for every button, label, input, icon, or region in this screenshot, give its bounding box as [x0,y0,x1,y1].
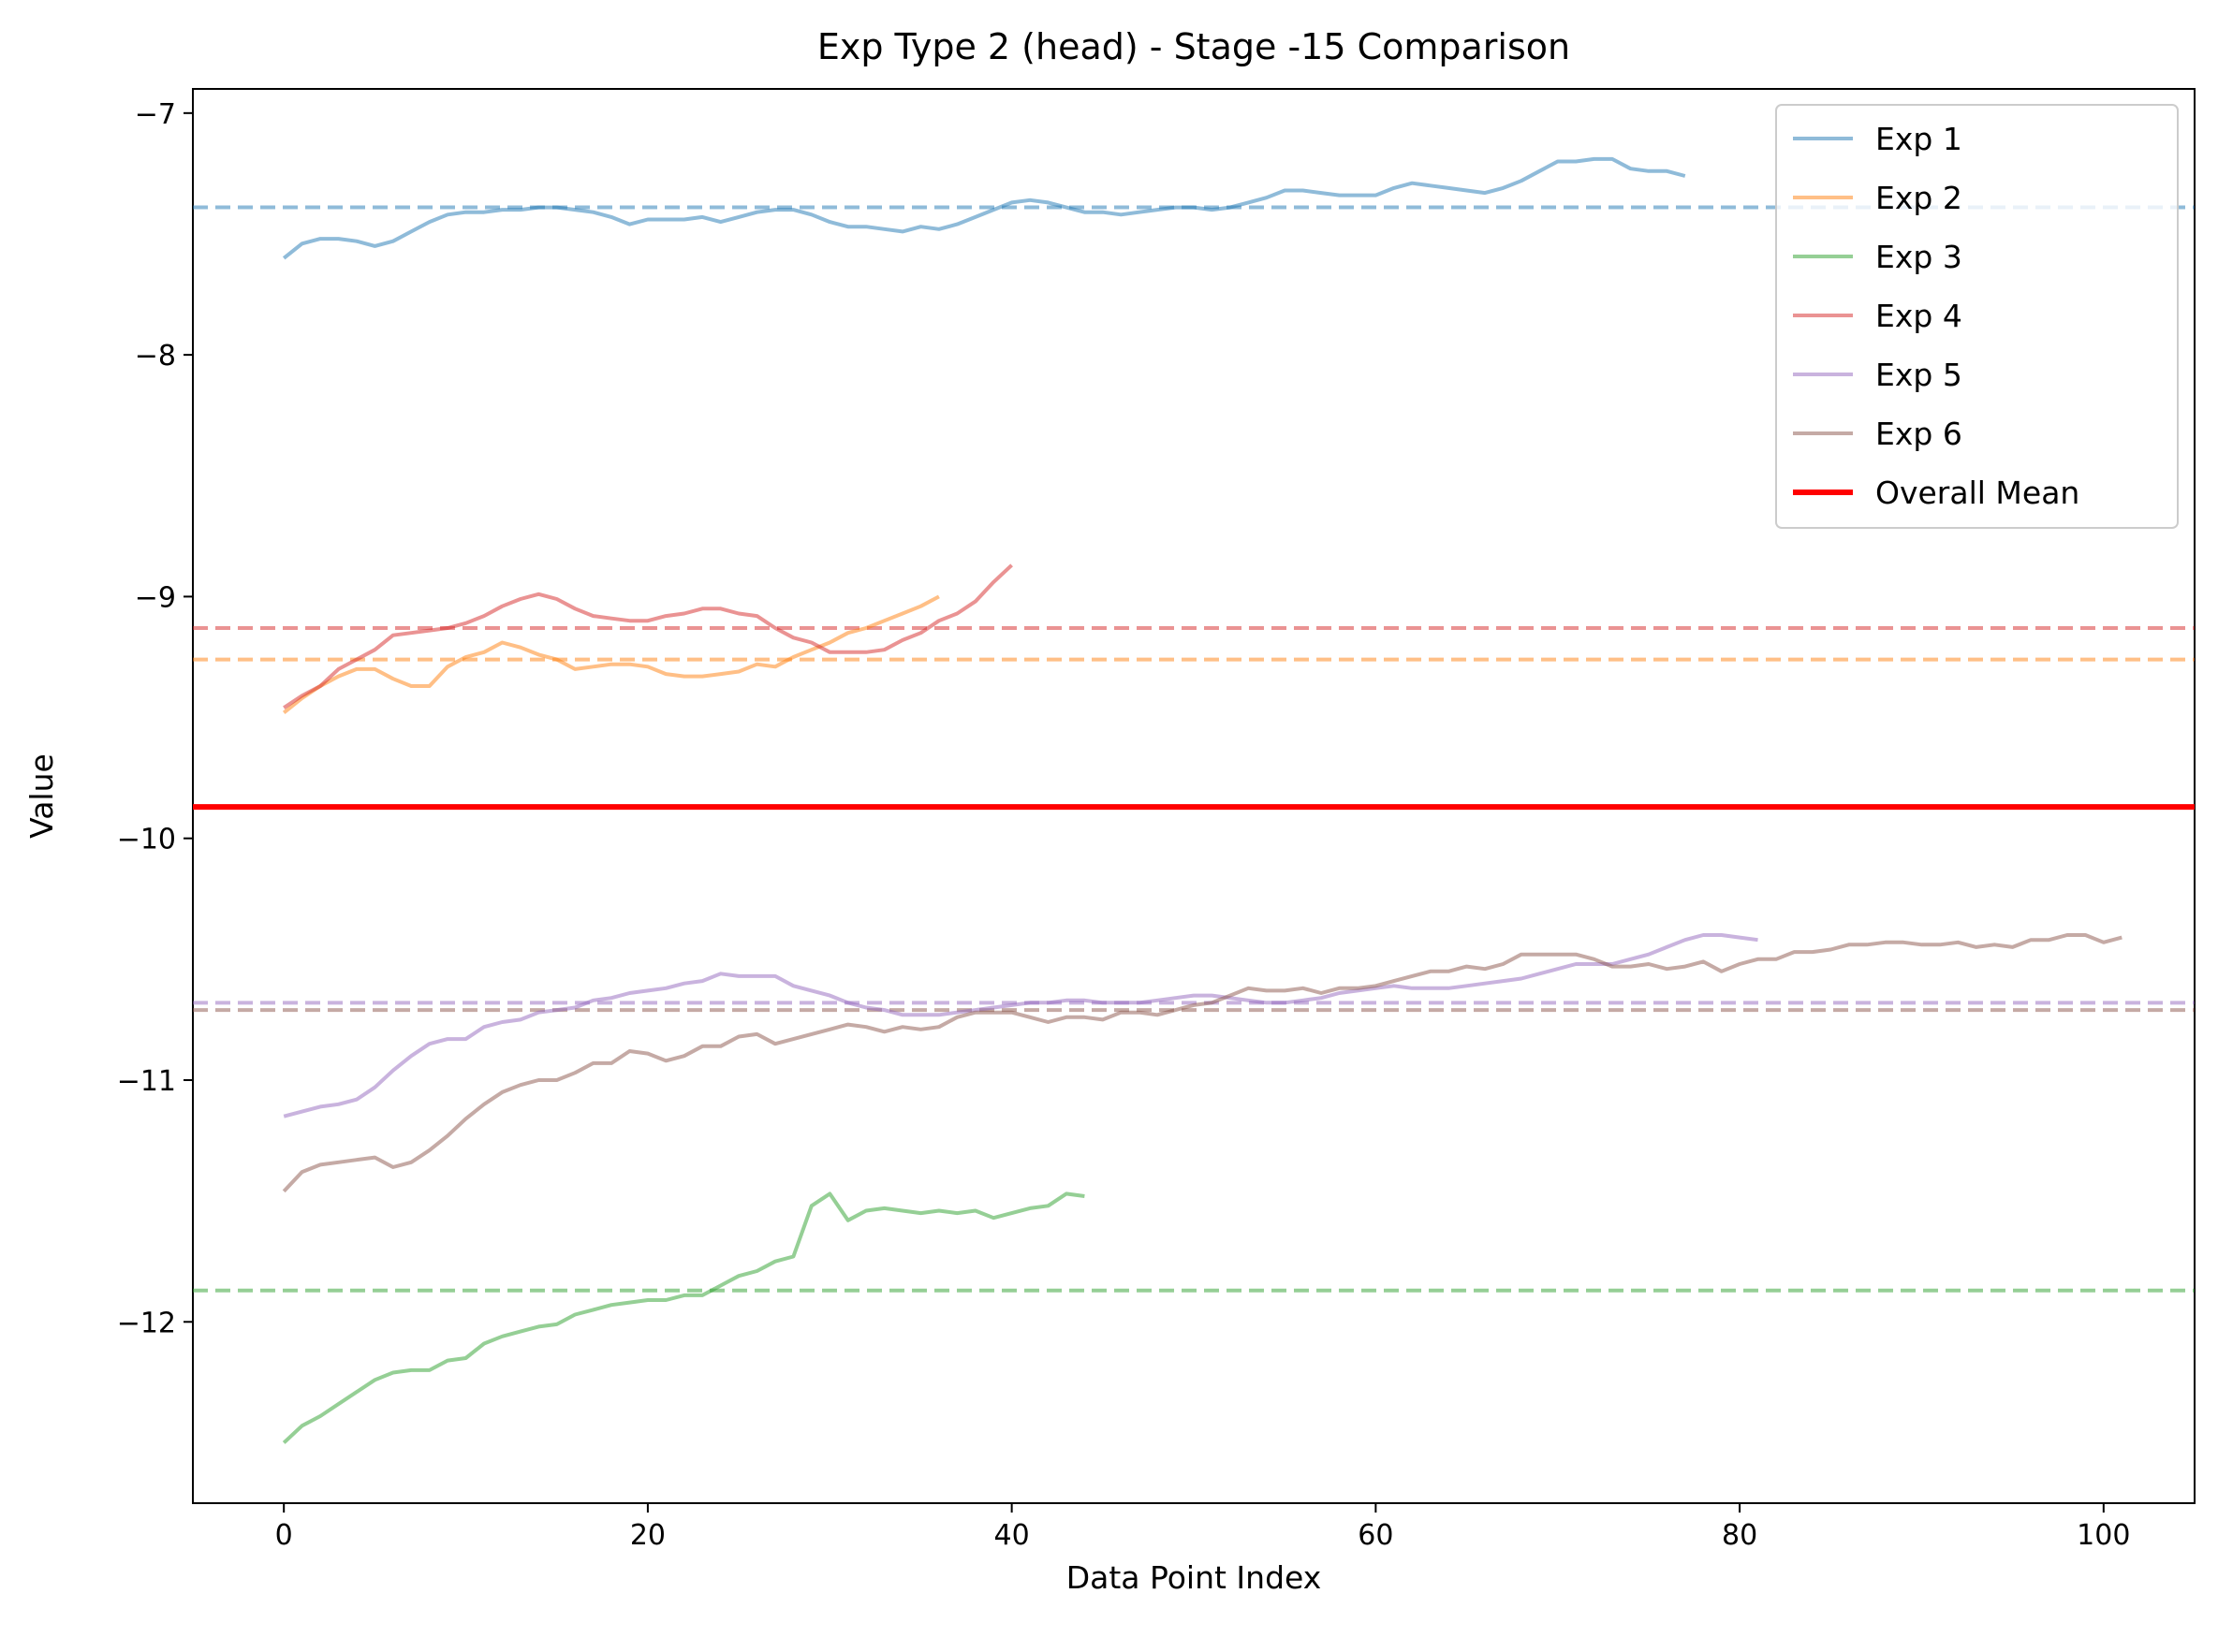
exp-4-line [283,563,1013,709]
y-axis: −12 −11 −10 −9 −8 −7 [117,98,193,1339]
legend-label-exp-1: Exp 1 [1875,121,1962,157]
y-tick-label: −9 [135,581,176,614]
x-axis: 0 20 40 60 80 100 [275,1503,2130,1552]
y-tick-label: −12 [117,1307,176,1339]
series-lines [282,156,2123,1444]
x-tick-label: 0 [275,1519,293,1552]
legend-box [1775,104,2179,529]
x-tick-label: 80 [1722,1519,1757,1552]
exp-6-line [282,933,2123,1193]
x-tick-label: 40 [994,1519,1030,1552]
legend-label-exp-5: Exp 5 [1875,357,1962,393]
y-tick-label: −10 [117,824,176,856]
legend-label-exp-4: Exp 4 [1875,298,1962,334]
legend-label-exp-6: Exp 6 [1875,416,1962,452]
x-tick-label: 20 [630,1519,666,1552]
legend-label-overall-mean: Overall Mean [1875,475,2079,511]
x-axis-title: Data Point Index [1066,1559,1322,1596]
x-tick-label: 100 [2077,1519,2130,1552]
exp-3-line [282,1191,1085,1444]
legend-label-exp-3: Exp 3 [1875,239,1962,275]
exp-5-line [283,933,1758,1118]
y-tick-label: −11 [117,1065,176,1098]
exp-1-line [282,156,1686,260]
y-tick-label: −8 [135,340,176,373]
legend: Exp 1 Exp 2 Exp 3 Exp 4 Exp 5 Exp 6 Overall Me… [1775,104,2179,529]
x-tick-label: 60 [1358,1519,1393,1552]
exp-2-line [282,594,940,714]
y-tick-label: −7 [135,98,176,131]
legend-label-exp-2: Exp 2 [1875,180,1962,216]
chart-title: Exp Type 2 (head) - Stage -15 Comparison [817,26,1570,67]
y-axis-title: Value [23,753,60,839]
plot-area: 0 20 40 60 80 100 −12 −11 −10 −9 −8 −7 [117,88,2196,1552]
plot-frame [192,88,2196,1504]
